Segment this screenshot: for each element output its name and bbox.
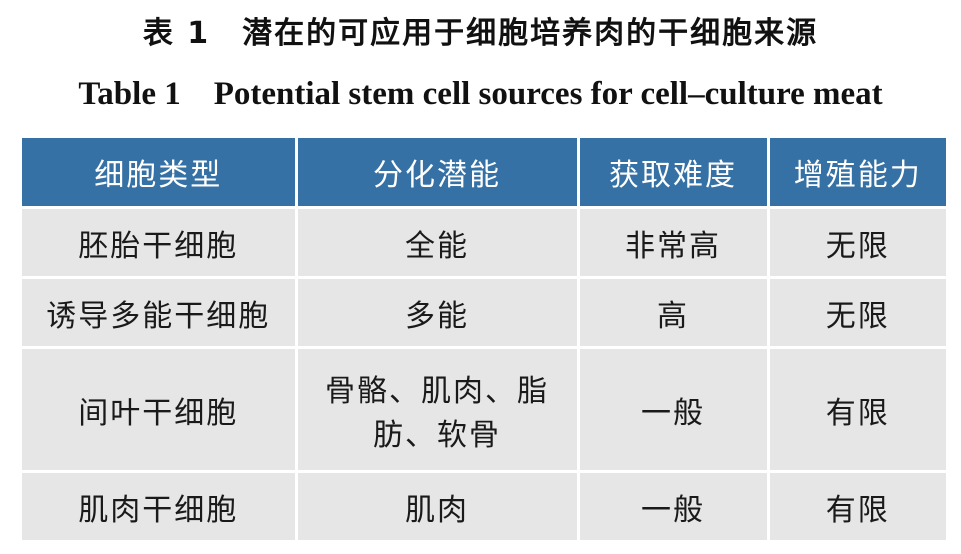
table-cell: 有限 [766,470,946,540]
column-header: 分化潜能 [294,138,578,208]
table-cell: 一般 [576,470,768,540]
table-cell: 无限 [766,276,946,348]
table-cell: 高 [576,276,768,348]
table-row: 胚胎干细胞 全能 非常高 无限 [22,206,946,278]
header-row: 细胞类型 分化潜能 获取难度 增殖能力 [22,138,946,208]
table-cell: 胚胎干细胞 [22,206,296,278]
table-row: 肌肉干细胞 肌肉 一般 有限 [22,470,946,540]
column-header: 增殖能力 [766,138,946,208]
column-header: 获取难度 [576,138,768,208]
table-cell: 全能 [294,206,578,278]
title-en: Table 1 Potential stem cell sources for … [78,76,883,112]
column-header: 细胞类型 [22,138,296,208]
table-cell: 诱导多能干细胞 [22,276,296,348]
table-row: 间叶干细胞 骨骼、肌肉、脂肪、软骨 一般 有限 [22,346,946,472]
table-cell: 一般 [576,346,768,472]
table-cell: 肌肉 [294,470,578,540]
table-cell: 多能 [294,276,578,348]
table-cell: 骨骼、肌肉、脂肪、软骨 [294,346,578,472]
table-body: 胚胎干细胞 全能 非常高 无限 诱导多能干细胞 多能高无限 间叶干细胞 骨骼、肌肉、脂肪、软骨… [22,206,946,540]
table-cell: 肌肉干细胞 [22,470,296,540]
table: 细胞类型 分化潜能 获取难度 增殖能力 胚胎干细胞 全能 非常高 无限 诱导多能干细胞 多能高无… [22,138,946,540]
table-cell: 无限 [766,206,946,278]
table-cell: 非常高 [576,206,768,278]
table-cell: 有限 [766,346,946,472]
table-row: 诱导多能干细胞 多能高无限 [22,276,946,348]
table-cell: 间叶干细胞 [22,346,296,472]
title-zh: 表 1 潜在的可应用于细胞培养肉的干细胞来源 [142,16,819,51]
